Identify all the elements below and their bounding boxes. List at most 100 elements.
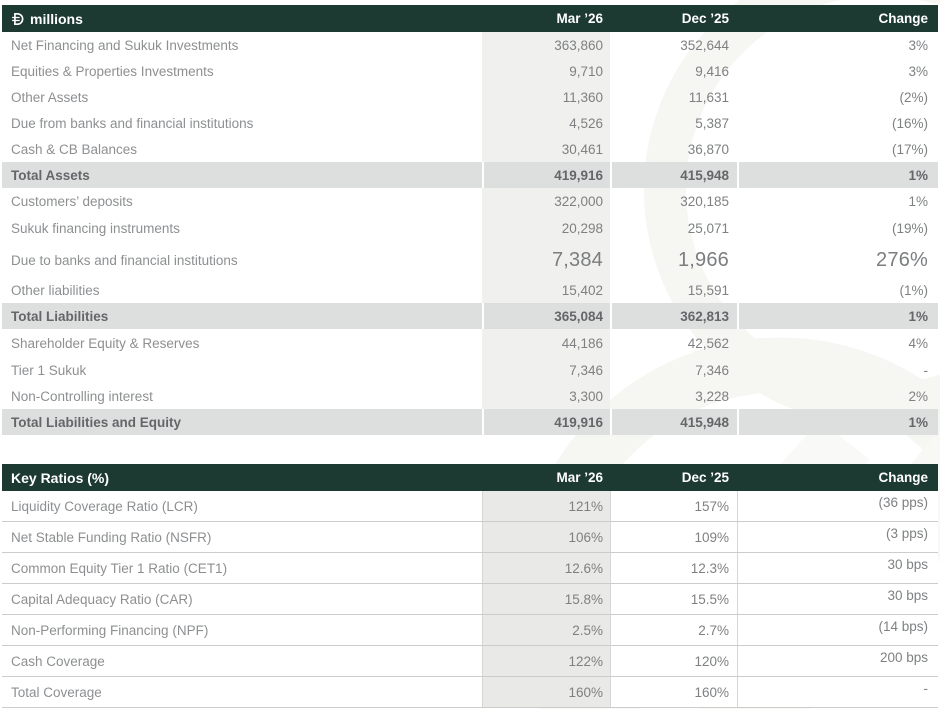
row-label: Liquidity Coverage Ratio (LCR) [11,498,198,514]
row-label: Total Coverage [11,684,102,700]
row-label: Other Assets [11,89,89,105]
change-value: 1% [908,193,928,209]
row-label: Non-Performing Financing (NPF) [11,622,209,638]
balance-sheet-header: millions Mar ’26 Dec ’25 Change [2,5,938,32]
table1-title: millions [2,11,482,27]
dec-value: 109% [610,522,737,552]
mar-value: 322,000 [482,188,610,214]
dec-value: 7,346 [695,362,729,378]
mar-value: 7,346 [482,357,610,383]
mar-value: 365,084 [482,303,610,329]
mar-value: 44,186 [482,329,610,357]
change-value: 1% [737,162,938,188]
column-header-mar26: Mar ’26 [556,470,603,485]
dec-value: 415,948 [610,162,737,188]
change-value: (3 pps) [737,522,938,552]
dec-value: 15.5% [610,584,737,614]
row-label: Sukuk financing instruments [11,221,180,236]
table-row: Common Equity Tier 1 Ratio (CET1) 12.6% … [2,553,938,584]
mar-value: 121% [482,491,610,521]
dec-value: 9,416 [695,63,729,79]
dec-value: 5,387 [695,115,729,131]
dec-value: 12.3% [610,553,737,583]
table-row: Cash Coverage 122% 120% 200 bps [2,646,938,677]
dec-value: 25,071 [687,221,729,236]
change-value: 1% [737,303,938,329]
change-value: - [737,677,938,707]
row-label: Total Assets [2,162,482,188]
table-row: Equities & Properties Investments 9,710 … [2,58,938,84]
row-label: Cash Coverage [11,653,105,669]
dec-value: 42,562 [687,335,729,351]
table-row: Sukuk financing instruments 20,298 25,07… [2,214,938,243]
change-value: 1% [737,409,938,435]
column-header-dec25: Dec ’25 [681,11,729,26]
change-value: 3% [908,37,928,53]
row-label: Due from banks and financial institution… [11,115,254,131]
row-label: Shareholder Equity & Reserves [11,335,200,351]
table-row: Shareholder Equity & Reserves 44,186 42,… [2,329,938,357]
table-row: Net Financing and Sukuk Investments 363,… [2,32,938,58]
row-label: Total Liabilities [2,303,482,329]
table-row: Due from banks and financial institution… [2,110,938,136]
change-value: 30 bps [737,584,938,614]
mar-value: 12.6% [482,553,610,583]
table-row: Cash & CB Balances 30,461 36,870 (17%) [2,136,938,162]
key-ratios-header: Key Ratios (%) Mar ’26 Dec ’25 Change [2,464,938,491]
change-value: 200 bps [737,646,938,676]
row-label: Due to banks and financial institutions [11,252,238,268]
change-value: 30 bps [737,553,938,583]
row-label: Tier 1 Sukuk [11,362,87,378]
dec-value: 2.7% [610,615,737,645]
mar-value: 419,916 [482,409,610,435]
mar-value: 15.8% [482,584,610,614]
row-label: Equities & Properties Investments [11,63,214,79]
dec-value: 3,228 [695,388,729,404]
dec-value: 36,870 [687,141,729,157]
change-value: 4% [908,335,928,351]
mar-value: 9,710 [482,58,610,84]
dec-value: 15,591 [687,282,729,298]
dec-value: 11,631 [688,89,729,105]
total-assets-row: Total Assets 419,916 415,948 1% [2,162,938,188]
change-value: - [923,362,929,378]
change-value: 3% [908,63,928,79]
mar-value: 30,461 [482,136,610,162]
dec-value: 1,966 [677,248,729,271]
table-row: Capital Adequacy Ratio (CAR) 15.8% 15.5%… [2,584,938,615]
row-label: Cash & CB Balances [11,141,138,157]
table2-title: Key Ratios (%) [11,469,110,486]
table-row: Non-Controlling interest 3,300 3,228 2% [2,383,938,409]
column-header-change: Change [878,11,928,26]
dec-value: 157% [610,491,737,521]
dec-value: 320,185 [680,193,729,209]
row-label: Total Liabilities and Equity [2,409,482,435]
mar-value: 15,402 [482,277,610,303]
change-value: (17%) [891,141,928,157]
table-row: Other liabilities 15,402 15,591 (1%) [2,277,938,303]
change-value: 276% [876,248,928,271]
change-value: (16%) [891,115,928,131]
column-header-change: Change [878,470,928,485]
mar-value: 11,360 [482,84,610,110]
mar-value: 106% [482,522,610,552]
mar-value: 7,384 [482,243,610,277]
mar-value: 3,300 [482,383,610,409]
row-label: Common Equity Tier 1 Ratio (CET1) [11,560,228,576]
total-liabilities-row: Total Liabilities 365,084 362,813 1% [2,303,938,329]
dec-value: 120% [610,646,737,676]
mar-value: 363,860 [482,32,610,58]
mar-value: 4,526 [482,110,610,136]
change-value: 2% [908,388,928,404]
table-row: Non-Performing Financing (NPF) 2.5% 2.7%… [2,615,938,646]
table-row: Other Assets 11,360 11,631 (2%) [2,84,938,110]
change-value: (19%) [891,221,928,236]
change-value: (1%) [899,282,928,298]
table1-title-text: millions [30,10,83,27]
mar-value: 122% [482,646,610,676]
mar-value: 160% [482,677,610,707]
mar-value: 20,298 [482,214,610,243]
balance-sheet-table: millions Mar ’26 Dec ’25 Change Net Fina… [2,5,938,435]
row-label: Capital Adequacy Ratio (CAR) [11,591,193,607]
